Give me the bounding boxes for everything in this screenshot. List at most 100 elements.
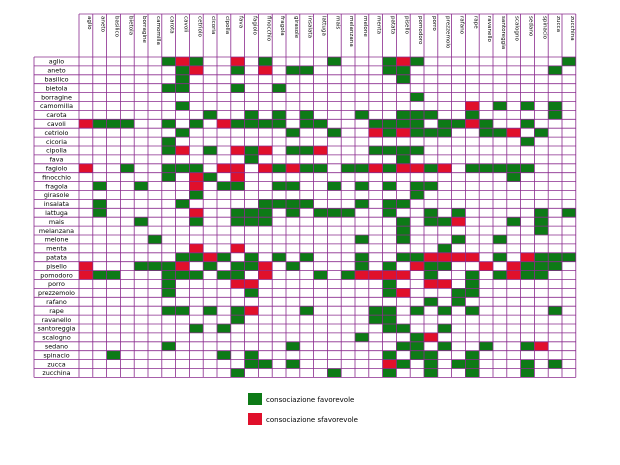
- cell-mais-prezzemolo: [437, 217, 452, 227]
- cell-mais-scalogno: [506, 217, 521, 227]
- cell-ravanello-patata: [382, 315, 397, 324]
- legend-swatch-favorevole: [248, 393, 262, 405]
- cell-fagiolo-scalogno: [506, 163, 521, 173]
- cell-pomodoro-carota: [161, 270, 176, 280]
- cell-melone-santoreggia: [493, 235, 507, 244]
- cell-insalata-cavoli: [175, 199, 190, 209]
- cell-cavoli-fava: [230, 119, 245, 129]
- cell-pomodoro-melanzana: [341, 270, 355, 280]
- cell-santoreggia-cipolla: [217, 324, 231, 333]
- cell-fagiolo-melone: [355, 163, 369, 173]
- cell-pomodoro-cavoli: [175, 270, 190, 280]
- cell-pomodoro-lattuga: [313, 270, 328, 280]
- column-label-spinacio: spinacio: [541, 16, 547, 40]
- row-label-cetriolo: cetriolo: [45, 129, 69, 137]
- cell-fagiolo-insalata: [299, 163, 314, 173]
- cell-spinacio-basilico: [106, 350, 121, 360]
- cell-fagiolo-girasole: [286, 163, 300, 173]
- cell-insalata-girasole: [286, 199, 300, 209]
- cell-prezzemolo-fagiolo: [244, 288, 259, 298]
- row-label-spinacio: spinacio: [43, 351, 69, 359]
- cell-aglio-mais: [327, 57, 342, 66]
- cell-fagiolo-fragola: [272, 163, 286, 173]
- cell-patata-fragola: [272, 252, 286, 262]
- cell-pisello-fava: [230, 261, 245, 271]
- column-label-lattuga: lattuga: [321, 16, 327, 36]
- cell-basilico-cavoli: [175, 74, 190, 84]
- cell-cipolla-pisello: [396, 146, 411, 155]
- cell-fagiolo-patata: [382, 163, 397, 173]
- legend-label-favorevole: consociazione favorevole: [266, 396, 354, 404]
- cell-cavoli-cetriolo: [189, 119, 204, 129]
- grid-lines: [33, 13, 577, 378]
- cell-sedano-spinacio: [534, 341, 549, 351]
- column-label-mais: mais: [334, 16, 340, 29]
- cell-prezzemolo-rafano: [451, 288, 466, 298]
- cell-patata-cipolla: [217, 252, 231, 262]
- cell-fagiolo-fava: [230, 163, 245, 173]
- cell-patata-spinacio: [534, 252, 549, 262]
- cell-pomodoro-spinacio: [534, 270, 549, 280]
- cell-pisello-prezzemolo: [437, 261, 452, 271]
- row-label-ravanello: ravanello: [42, 316, 72, 324]
- cell-fragola-porro: [424, 181, 438, 191]
- cell-cipolla-fagiolo: [244, 146, 259, 155]
- cell-santoreggia-pisello: [396, 324, 411, 333]
- cell-patata-prezzemolo: [437, 252, 452, 262]
- cell-carota-rape: [465, 110, 480, 120]
- row-label-girasole: girasole: [44, 191, 69, 199]
- cell-cavoli-pisello: [396, 119, 411, 129]
- cell-cavoli-fragola: [272, 119, 286, 129]
- row-label-porro: porro: [48, 280, 65, 288]
- cell-cavoli-rafano: [451, 119, 466, 129]
- cell-carota-porro: [424, 110, 438, 120]
- cell-cavoli-patata: [382, 119, 397, 129]
- cell-cavoli-finocchio: [258, 119, 273, 129]
- cell-aglio-cetriolo: [189, 57, 204, 66]
- cell-pisello-cicoria: [203, 261, 217, 271]
- column-label-menta: menta: [376, 16, 382, 34]
- cell-zucca-rafano: [451, 359, 466, 369]
- cell-aneto-girasole: [286, 65, 300, 75]
- cell-fagiolo-menta: [368, 163, 383, 173]
- column-label-ravanello: ravanello: [486, 16, 492, 43]
- cell-lattuga-aneto: [92, 208, 107, 218]
- column-label-prezzemolo: prezzemolo: [445, 16, 451, 49]
- cell-zucchina-porro: [424, 368, 438, 378]
- cell-patata-cavoli: [175, 252, 190, 262]
- cell-zucca-fagiolo: [244, 359, 259, 369]
- cell-fagiolo-carota: [161, 163, 176, 173]
- column-label-cavoli: cavoli: [183, 16, 189, 33]
- row-label-bietola: bietola: [46, 84, 68, 92]
- cell-aglio-pisello: [396, 57, 411, 66]
- cell-cipolla-girasole: [286, 146, 300, 155]
- cell-scalogno-melone: [355, 332, 369, 342]
- cell-pomodoro-cipolla: [217, 270, 231, 280]
- row-label-cicoria: cicoria: [46, 138, 67, 146]
- cell-insalata-fragola: [272, 199, 286, 209]
- cell-finocchio-carota: [161, 172, 176, 182]
- cell-spinacio-patata: [382, 350, 397, 360]
- cell-pisello-sedano: [520, 261, 535, 271]
- cell-melanzana-pisello: [396, 226, 411, 235]
- cell-pisello-camomilla: [148, 261, 162, 271]
- cell-cetriolo-ravanello: [479, 128, 493, 138]
- row-label-cipolla: cipolla: [46, 147, 67, 155]
- cell-basilico-pisello: [396, 74, 411, 84]
- column-label-rafano: rafano: [459, 16, 465, 35]
- cell-patata-fagiolo: [244, 252, 259, 262]
- cell-fagiolo-santoreggia: [493, 163, 507, 173]
- cell-santoreggia-prezzemolo: [437, 324, 452, 333]
- cell-aglio-patata: [382, 57, 397, 66]
- cell-cipolla-lattuga: [313, 146, 328, 155]
- cell-spinacio-porro: [424, 350, 438, 360]
- cell-sedano-pomodoro: [410, 341, 424, 351]
- column-label-aneto: aneto: [100, 16, 106, 33]
- cell-camomilla-cavoli: [175, 101, 190, 111]
- cell-mais-porro: [424, 217, 438, 227]
- cell-lattuga-mais: [327, 208, 342, 218]
- cell-lattuga-spinacio: [534, 208, 549, 218]
- cell-fragola-melone: [355, 181, 369, 191]
- cell-ravanello-menta: [368, 315, 383, 324]
